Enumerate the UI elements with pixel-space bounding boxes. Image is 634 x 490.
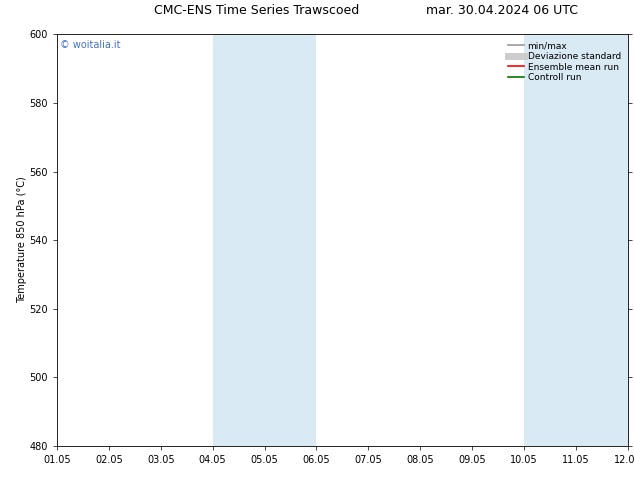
- Legend: min/max, Deviazione standard, Ensemble mean run, Controll run: min/max, Deviazione standard, Ensemble m…: [506, 39, 623, 84]
- Text: CMC-ENS Time Series Trawscoed: CMC-ENS Time Series Trawscoed: [154, 4, 359, 17]
- Text: © woitalia.it: © woitalia.it: [60, 41, 120, 50]
- Text: mar. 30.04.2024 06 UTC: mar. 30.04.2024 06 UTC: [426, 4, 578, 17]
- Y-axis label: Temperature 850 hPa (°C): Temperature 850 hPa (°C): [16, 177, 27, 303]
- Bar: [524, 34, 628, 446]
- Bar: [212, 34, 316, 446]
